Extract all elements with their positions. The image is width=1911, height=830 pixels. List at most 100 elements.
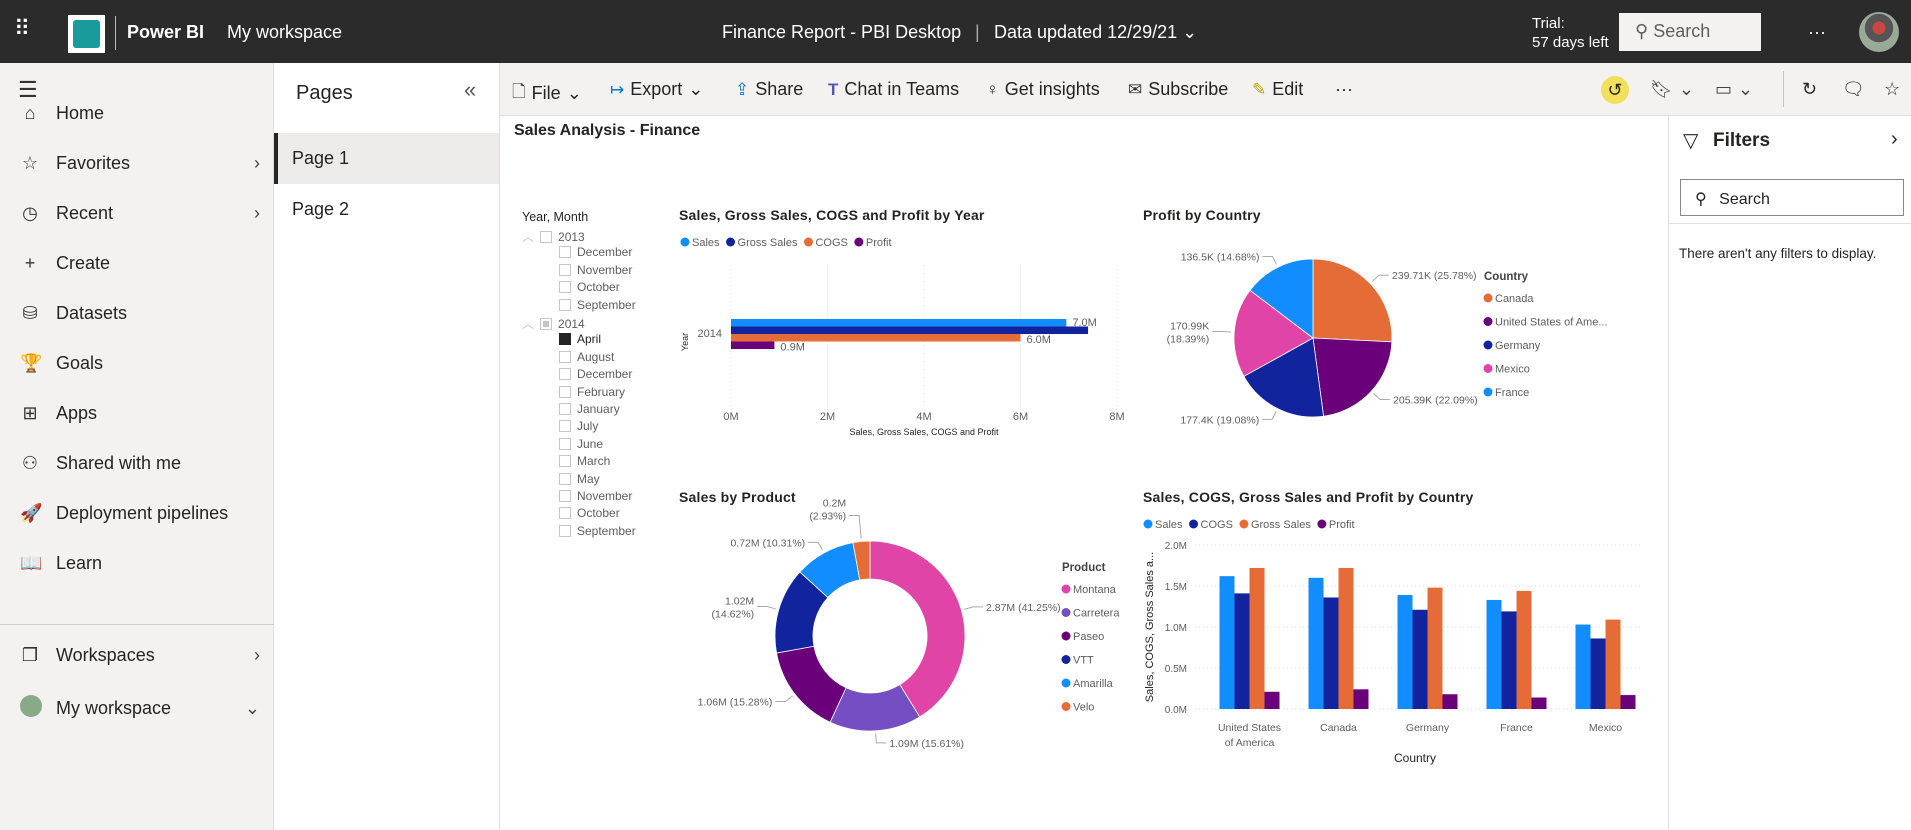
data-updated-dropdown[interactable]: Data updated 12/29/21 ⌄ [994,22,1197,43]
checkbox[interactable] [540,317,553,330]
y-axis-title: Year [680,333,690,351]
checkbox[interactable] [559,437,571,450]
nav-create[interactable]: + Create [20,253,260,274]
slicer-month-item[interactable]: September [559,524,636,538]
checkbox[interactable] [559,490,571,502]
y-tick-label: 0.0M [1165,705,1187,716]
nav-my-workspace[interactable]: My workspace ⌄ [20,695,260,722]
slicer-month-item[interactable]: December [559,367,632,381]
checkbox[interactable] [559,385,571,398]
app-name[interactable]: Power BI [127,22,205,42]
slicer-month-item[interactable]: August [559,350,614,364]
legend-marker [1483,340,1493,350]
nav-shared-with-me[interactable]: ⚇ Shared with me [20,453,260,474]
filters-search-input[interactable]: ⚲ Search [1680,179,1904,216]
slice-mexico [1233,289,1314,377]
x-axis-title: Sales, Gross Sales, COGS and Profit [849,427,999,437]
slicer-month-item[interactable]: April [559,332,601,346]
share-button[interactable]: ⇪ Share [735,79,804,99]
nav-learn[interactable]: 📖 Learn [20,553,260,574]
checkbox[interactable] [559,333,571,346]
checkbox[interactable] [559,455,571,468]
checkbox[interactable] [559,246,571,259]
slicer-month-item[interactable]: October [559,280,620,294]
bookmark-menu[interactable]: 🔖︎ ⌄ [1650,79,1694,100]
workspace-link[interactable]: My workspace [227,22,343,42]
export-menu[interactable]: ↦ Export ⌄ [610,79,704,99]
view-menu[interactable]: ▭ ⌄ [1715,79,1753,100]
checkbox[interactable] [559,507,571,520]
checkbox[interactable] [559,524,571,537]
workspaces-icon: ❐ [21,645,39,665]
slicer-year-2013[interactable]: ︿ 2013 [522,228,585,245]
nav-label: My workspace [56,698,172,718]
search-icon: ⚲ [1635,21,1649,41]
nav-apps[interactable]: ⊞ Apps [20,403,260,424]
collapse-pages-icon[interactable]: « [464,77,477,102]
slicer-label: September [577,297,636,312]
legend-label: France [1495,387,1529,399]
legend-marker [680,237,690,247]
checkbox[interactable] [559,350,571,363]
nav-workspaces[interactable]: ❐ Workspaces › [20,645,260,666]
comment-icon[interactable]: 🗨︎ [1842,79,1865,99]
file-menu[interactable]: 🗋 File ⌄ [512,79,582,108]
page-tab-1[interactable]: Page 1 [274,133,499,184]
slicer-month-item[interactable]: March [559,454,610,468]
pages-title: Pages [296,82,353,104]
leader-line [875,733,887,744]
slicer-month-item[interactable]: September [559,298,636,312]
slicer-month-item[interactable]: December [559,245,632,259]
edit-button[interactable]: ✎ Edit [1252,79,1304,99]
slicer-month-item[interactable]: January [559,402,620,416]
slicer-month-item[interactable]: October [559,506,620,520]
nav-label: Apps [56,403,98,423]
nav-recent[interactable]: ◷ Recent › [20,203,260,224]
bar-cogs [731,334,1021,342]
bar-sales [1486,599,1502,709]
nav-goals[interactable]: 🏆 Goals [20,353,260,374]
checkbox[interactable] [559,472,571,485]
slicer-label: May [577,471,600,486]
chat-in-teams-button[interactable]: T Chat in Teams [828,79,960,99]
user-avatar[interactable] [1859,12,1899,52]
search-input[interactable]: ⚲ Search [1619,13,1761,51]
app-launcher-icon[interactable]: ⠿ [14,16,30,41]
checkbox[interactable] [559,298,571,311]
checkbox[interactable] [559,403,571,415]
subscribe-button[interactable]: ✉ Subscribe [1128,79,1229,99]
filters-pane: ▽ Filters › ⚲ Search There aren't any fi… [1668,116,1911,830]
nav-datasets[interactable]: ⛁ Datasets [20,303,260,324]
collapse-icon[interactable]: ︿ [522,317,535,331]
x-tick-label: United States [1218,722,1281,734]
page-tab-2[interactable]: Page 2 [274,184,499,235]
slicer-month-item[interactable]: November [559,489,632,503]
checkbox[interactable] [559,263,571,276]
favorite-star-icon[interactable]: ☆ [1884,79,1901,99]
checkbox[interactable] [540,230,553,243]
checkbox[interactable] [559,281,571,294]
nav-deployment-pipelines[interactable]: 🚀 Deployment pipelines [20,503,260,524]
collapse-icon[interactable]: ︿ [522,230,535,244]
more-options-button[interactable]: ··· [1808,22,1826,42]
hamburger-menu-icon[interactable]: ☰ [18,77,38,102]
slicer-month-item[interactable]: November [559,263,632,277]
nav-home[interactable]: ⌂ Home [20,103,260,124]
checkbox[interactable] [559,368,571,381]
expand-filters-icon[interactable]: › [1891,128,1898,150]
data-label: 136.5K (14.68%) [1181,252,1260,264]
slicer-year-2014[interactable]: ︿ 2014 [522,315,585,332]
home-icon: ⌂ [24,103,36,123]
slicer-month-item[interactable]: May [559,472,600,486]
more-options-button[interactable]: ··· [1335,79,1353,99]
nav-label: Shared with me [56,453,182,473]
slicer-month-item[interactable]: February [559,385,625,399]
checkbox[interactable] [559,420,571,433]
legend-marker [1239,519,1249,529]
nav-favorites[interactable]: ☆ Favorites › [20,153,260,174]
refresh-icon[interactable]: ↻ [1802,79,1818,99]
reset-icon[interactable]: ↺ [1601,76,1629,104]
get-insights-button[interactable]: ♀ Get insights [986,79,1100,99]
slicer-month-item[interactable]: July [559,419,598,433]
slicer-month-item[interactable]: June [559,437,603,451]
